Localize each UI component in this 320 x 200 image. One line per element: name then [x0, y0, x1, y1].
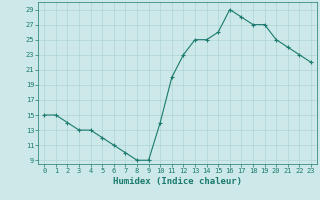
X-axis label: Humidex (Indice chaleur): Humidex (Indice chaleur)	[113, 177, 242, 186]
